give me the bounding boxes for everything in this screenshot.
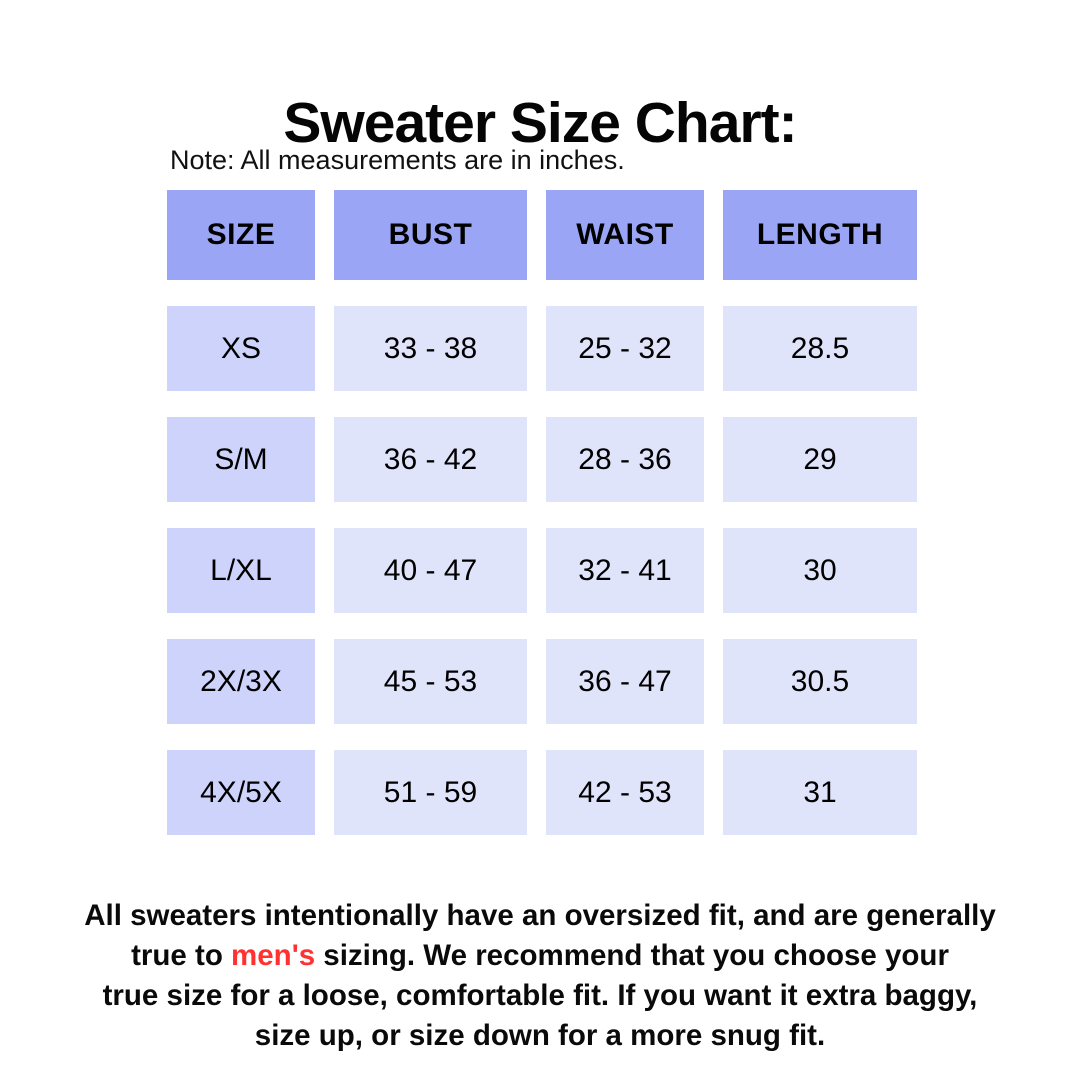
size-cell: 4X/5X xyxy=(167,750,315,835)
fit-description-part1: All sweaters intentionally have an overs… xyxy=(84,898,996,972)
table-cell: 30.5 xyxy=(723,639,917,724)
length-column-header: LENGTH xyxy=(723,190,917,280)
fit-description-part3: sizing. We recommend that you choose you… xyxy=(102,938,978,1052)
table-cell: 28 - 36 xyxy=(546,417,704,502)
table-cell: 30 xyxy=(723,528,917,613)
page-title: Sweater Size Chart: xyxy=(283,91,797,156)
table-cell: 32 - 41 xyxy=(546,528,704,613)
table-cell: 45 - 53 xyxy=(334,639,527,724)
measurement-note: Note: All measurements are in inches. xyxy=(170,145,625,175)
table-cell: 42 - 53 xyxy=(546,750,704,835)
table-cell: 36 - 47 xyxy=(546,639,704,724)
size-cell: L/XL xyxy=(167,528,315,613)
bust-column-header: BUST xyxy=(334,190,527,280)
mens-highlight: men's xyxy=(231,938,316,972)
table-cell: 51 - 59 xyxy=(334,750,527,835)
size-cell: XS xyxy=(167,306,315,391)
table-cell: 40 - 47 xyxy=(334,528,527,613)
table-cell: 29 xyxy=(723,417,917,502)
table-cell: 31 xyxy=(723,750,917,835)
size-chart-table: SIZE BUST WAIST LENGTH XS 33 - 38 25 - 3… xyxy=(167,190,917,835)
size-cell: 2X/3X xyxy=(167,639,315,724)
size-column-header: SIZE xyxy=(167,190,315,280)
fit-description: All sweaters intentionally have an overs… xyxy=(0,896,1080,1056)
size-cell: S/M xyxy=(167,417,315,502)
table-cell: 33 - 38 xyxy=(334,306,527,391)
table-cell: 25 - 32 xyxy=(546,306,704,391)
waist-column-header: WAIST xyxy=(546,190,704,280)
table-cell: 36 - 42 xyxy=(334,417,527,502)
table-cell: 28.5 xyxy=(723,306,917,391)
